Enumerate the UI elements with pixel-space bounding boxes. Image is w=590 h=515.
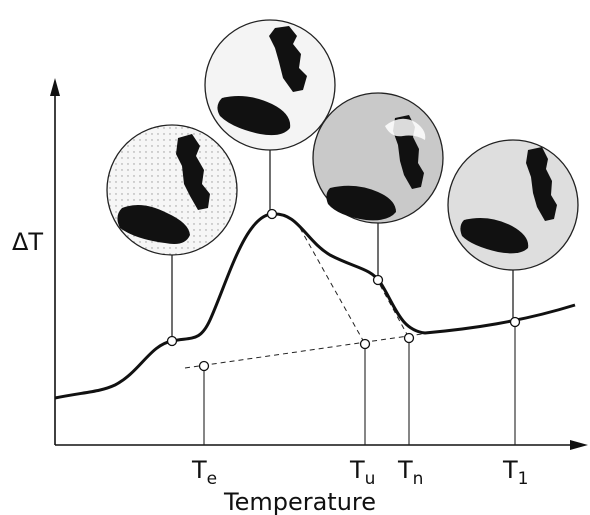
marker-sub: u bbox=[365, 469, 376, 489]
y-axis-label: ΔT bbox=[12, 228, 43, 256]
points bbox=[166, 208, 521, 372]
construction-lines bbox=[184, 227, 423, 369]
marker-sub: n bbox=[413, 469, 424, 489]
blobs bbox=[117, 26, 557, 254]
marker-sub: 1 bbox=[518, 469, 529, 489]
melt-zone bbox=[385, 118, 426, 140]
marker-label: Te bbox=[191, 456, 217, 489]
marker-main: T bbox=[191, 456, 207, 484]
marker-label: Tu bbox=[349, 456, 375, 489]
axes bbox=[54, 88, 578, 446]
marker-label: T1 bbox=[502, 456, 529, 489]
marker-lines bbox=[203, 322, 516, 445]
y-arrow bbox=[50, 78, 60, 96]
micrographs bbox=[106, 19, 579, 341]
marker-label: Tn bbox=[397, 456, 423, 489]
x-axis-label: Temperature bbox=[223, 488, 376, 515]
marker-sub: e bbox=[207, 469, 217, 489]
x-arrow bbox=[570, 440, 588, 450]
marker-main: T bbox=[397, 456, 413, 484]
marker-main: T bbox=[349, 456, 365, 484]
marker-main: T bbox=[502, 456, 518, 484]
